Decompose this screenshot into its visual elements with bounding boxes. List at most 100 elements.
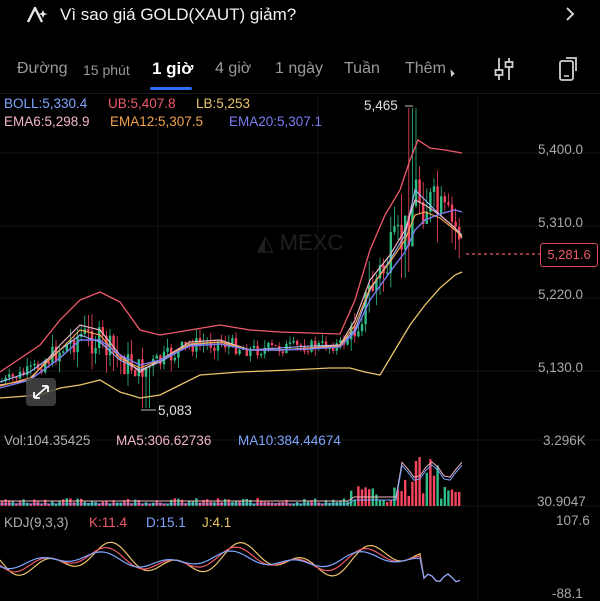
- current-price-tag[interactable]: 5,281.6: [540, 243, 598, 267]
- candle-body: [15, 376, 18, 379]
- candle-body: [396, 224, 400, 227]
- candle-body: [238, 349, 241, 354]
- candle-body: [191, 344, 194, 352]
- candle-body: [98, 327, 101, 349]
- candle-body: [378, 265, 382, 279]
- volume-bar: [206, 499, 209, 506]
- candle-body: [447, 202, 450, 205]
- volume-bar: [170, 499, 173, 506]
- volume-bar: [108, 503, 112, 506]
- tab-1h[interactable]: 1 giờ: [152, 59, 194, 78]
- volume-axis-max: 3.296K: [543, 433, 586, 448]
- tab-4h[interactable]: 4 giờ: [215, 60, 252, 77]
- volume-bar: [396, 489, 400, 506]
- volume-bar: [422, 493, 425, 506]
- volume-bar: [321, 503, 324, 506]
- volume-bar: [137, 500, 140, 506]
- ai-sparkle-icon[interactable]: [26, 4, 50, 26]
- candle-body: [288, 342, 292, 344]
- volume-bar: [80, 498, 83, 506]
- volume-bar: [112, 500, 115, 506]
- volume-bar: [404, 480, 407, 506]
- volume-bar: [162, 503, 166, 506]
- candle-body: [184, 341, 187, 344]
- candle-body: [350, 326, 353, 340]
- volume-bar: [155, 500, 158, 506]
- candle-body: [389, 232, 392, 273]
- kdj-d: D:15.1: [146, 515, 186, 530]
- candle-body: [346, 339, 349, 345]
- candle-body: [386, 272, 389, 274]
- timeframe-tabs: Đường 15 phút 1 giờ 4 giờ 1 ngày Tuần Th…: [0, 52, 600, 92]
- candle-body: [425, 211, 428, 224]
- candle-body: [321, 341, 324, 343]
- candle-body: [65, 343, 68, 352]
- candle-body: [26, 366, 29, 375]
- volume-bar: [234, 500, 238, 506]
- ub-line: [0, 139, 463, 373]
- volume-bar: [440, 498, 443, 506]
- legend-lb: LB:5,253: [196, 96, 251, 111]
- tab-more[interactable]: Thêm: [405, 60, 455, 78]
- candle-body: [422, 202, 425, 224]
- volume-bar: [303, 498, 306, 506]
- volume-bar: [188, 500, 191, 506]
- candle-body: [432, 186, 436, 192]
- volume-bar: [252, 503, 256, 506]
- candle-body: [400, 224, 403, 250]
- volume-ma5: MA5:306.62736: [116, 433, 212, 448]
- kdj-axis-max: 107.6: [556, 513, 590, 528]
- chevron-right-icon[interactable]: [560, 3, 580, 25]
- volume-ma10: MA10:384.44674: [238, 433, 341, 448]
- price-axis-label: 5,310.0: [538, 215, 584, 230]
- high-price-label: 5,465: [364, 98, 398, 113]
- sliders-icon[interactable]: [492, 55, 516, 83]
- volume-bar: [40, 503, 43, 506]
- candle-body: [141, 359, 144, 377]
- tab-1d[interactable]: 1 ngày: [275, 60, 324, 77]
- ema6-line: [0, 199, 463, 386]
- candle-body: [332, 346, 335, 351]
- kdj-d-line: [0, 550, 461, 583]
- volume-bar: [242, 499, 245, 506]
- volume-bar: [353, 500, 356, 506]
- volume-bar: [418, 457, 421, 506]
- candle-body: [429, 191, 432, 212]
- volume-bar: [256, 498, 259, 506]
- volume-bar: [310, 500, 313, 506]
- tab-more-label: Thêm: [405, 60, 446, 77]
- tab-week[interactable]: Tuần: [344, 60, 380, 77]
- price-axis-label: 5,130.0: [538, 360, 584, 375]
- candle-body: [440, 196, 443, 215]
- phone-rotate-icon[interactable]: [556, 55, 580, 83]
- tab-divider: [0, 93, 600, 94]
- candle-body: [285, 343, 288, 354]
- candle-body: [166, 347, 169, 352]
- page-title[interactable]: Vì sao giá GOLD(XAUT) giảm?: [60, 5, 297, 24]
- candle-body: [216, 341, 220, 351]
- volume-bar: [432, 475, 436, 506]
- price-axis-label: 5,400.0: [538, 142, 584, 157]
- volume-bar: [342, 498, 346, 506]
- volume-bar: [216, 498, 220, 506]
- candle-body: [76, 336, 79, 353]
- volume-bar: [224, 499, 227, 506]
- volume-bar: [299, 503, 302, 506]
- volume-bar: [134, 499, 137, 506]
- volume-bar: [44, 499, 47, 506]
- tab-15m[interactable]: 15 phút: [83, 62, 130, 78]
- tab-line[interactable]: Đường: [17, 60, 68, 77]
- volume-bar: [126, 498, 130, 506]
- expand-button[interactable]: [26, 378, 56, 406]
- volume-bar: [429, 459, 432, 506]
- volume-bar: [90, 500, 94, 506]
- legend-ema6: EMA6:5,298.9: [4, 114, 90, 129]
- volume-bar: [47, 503, 50, 506]
- candle-body: [306, 351, 310, 353]
- candle-body: [281, 351, 284, 354]
- watermark-logo: ◭ MEXC: [257, 230, 344, 255]
- volume-bar: [425, 472, 428, 506]
- candle-body: [411, 205, 414, 247]
- candle-body: [252, 345, 256, 349]
